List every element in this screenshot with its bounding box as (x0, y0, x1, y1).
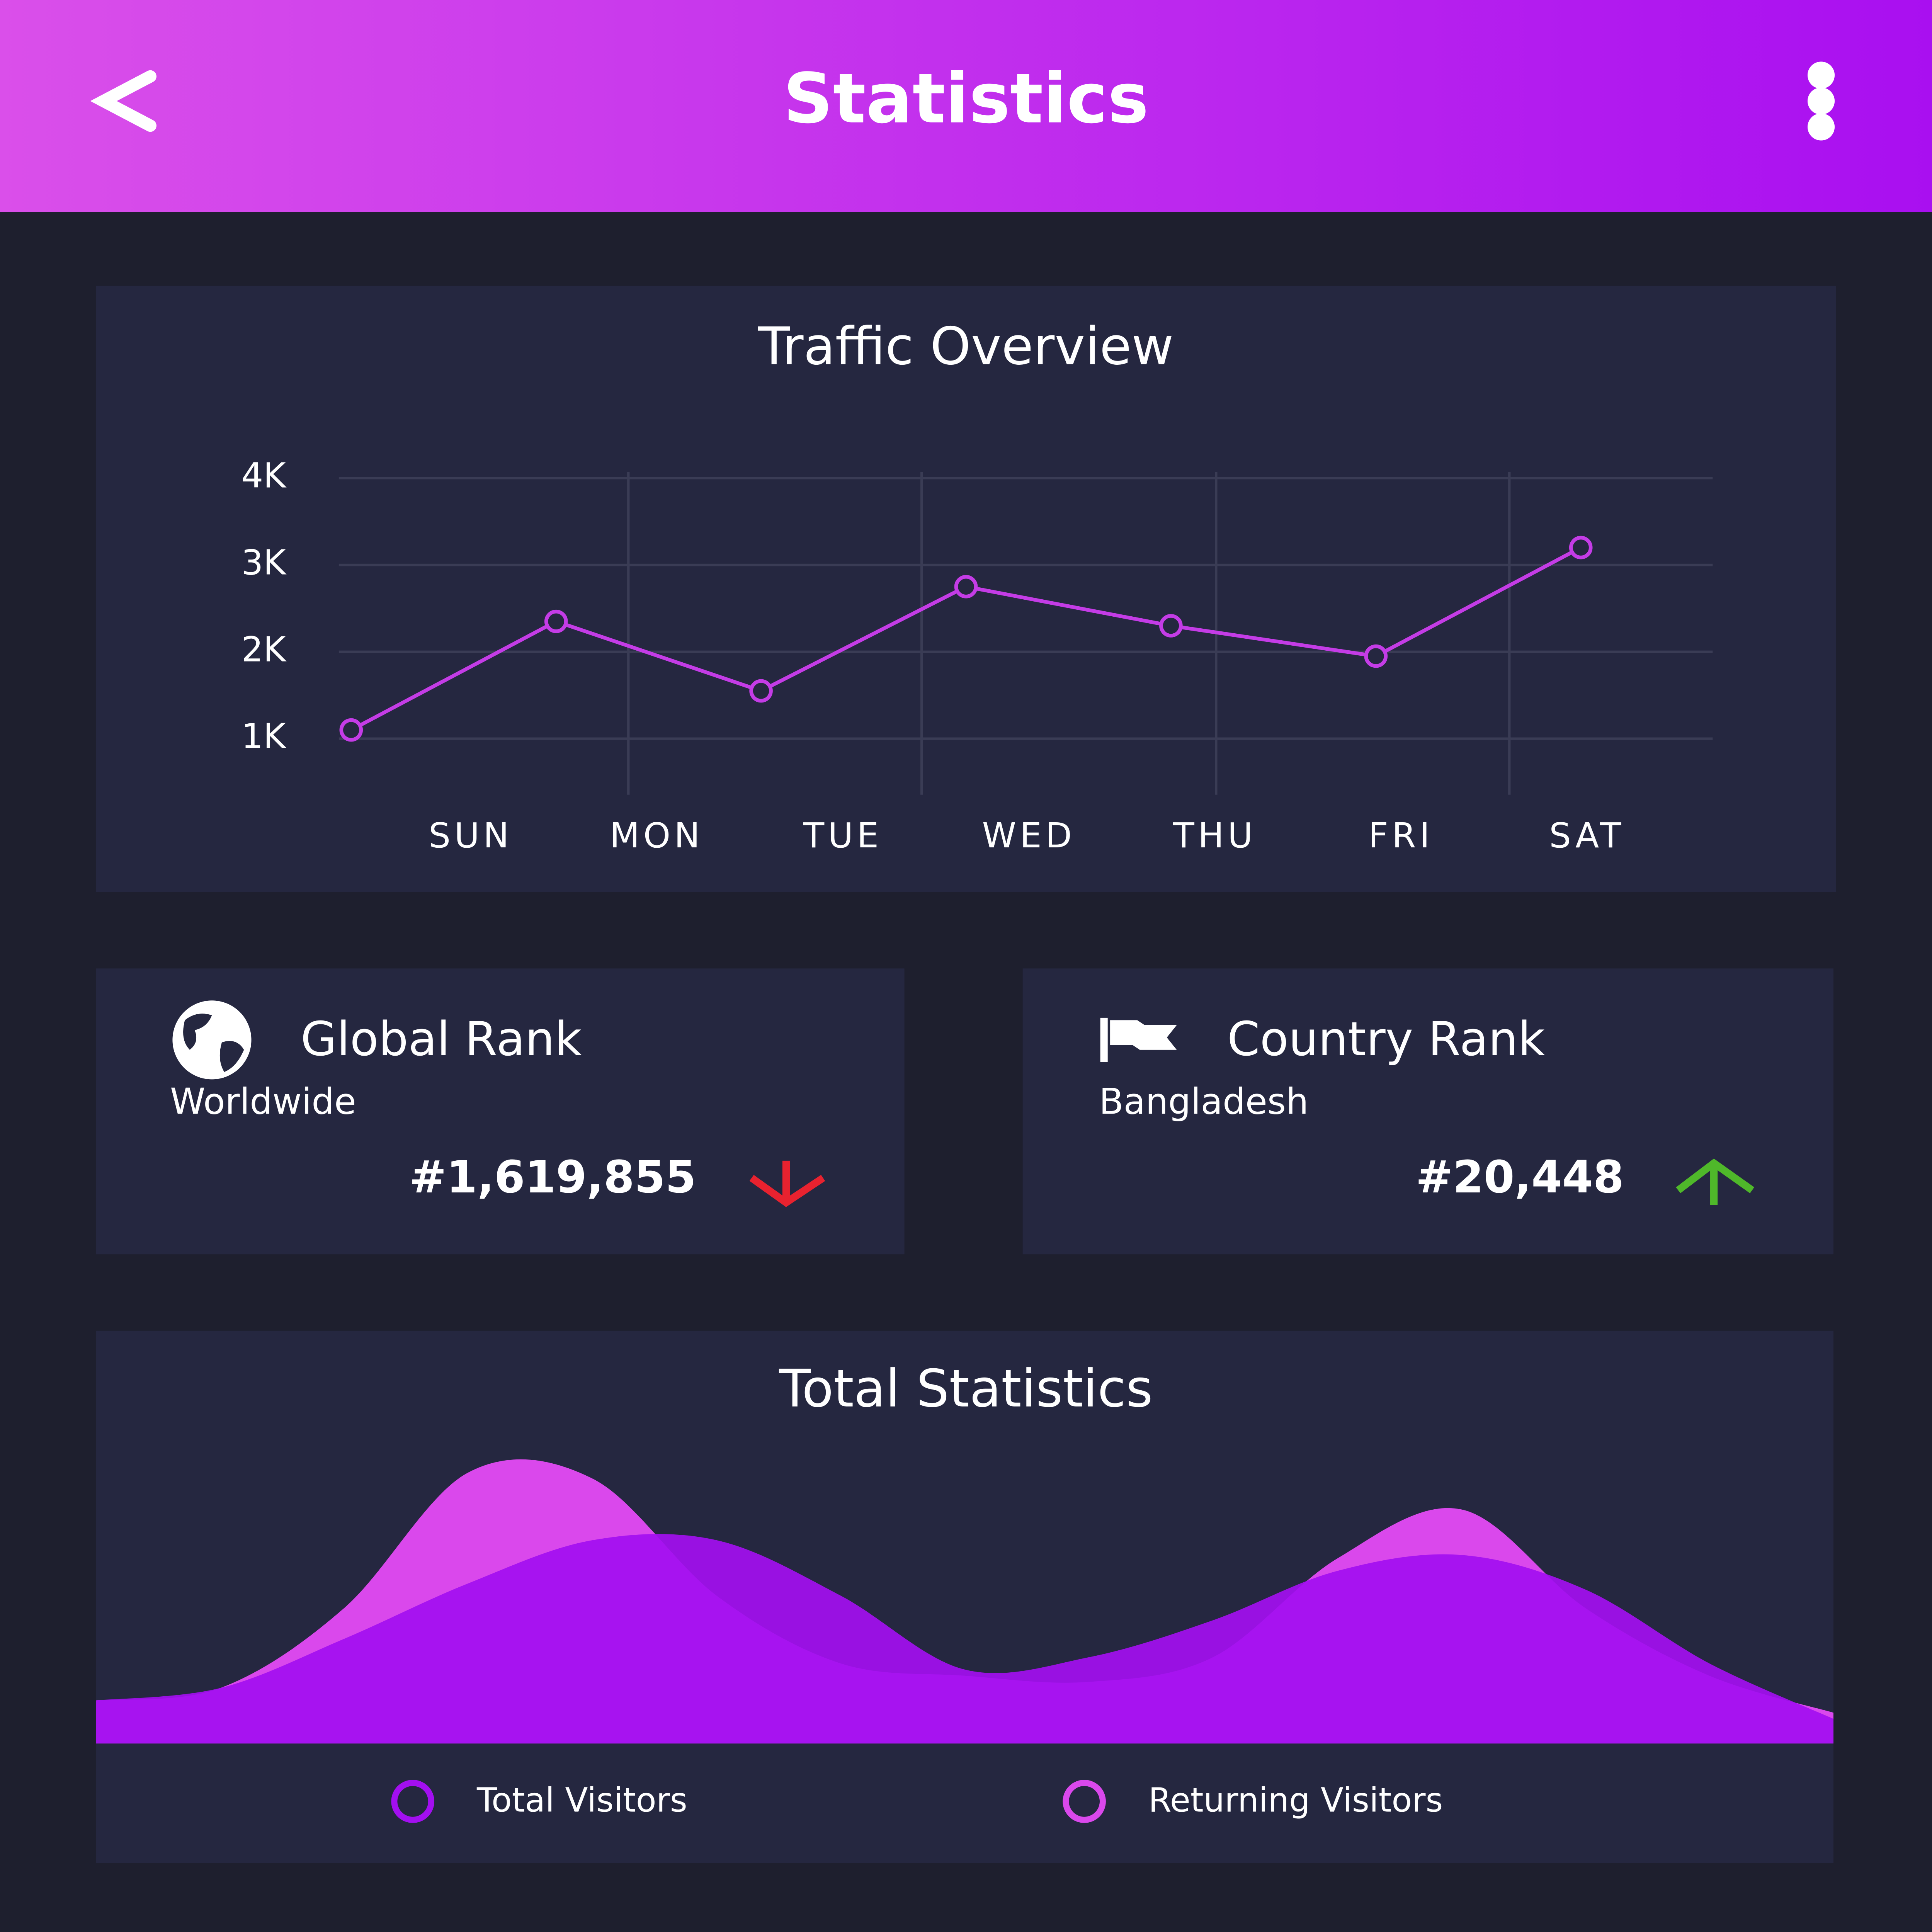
menu-dot (1807, 87, 1835, 115)
trend-down-icon (749, 1160, 825, 1207)
x-tick-label: THU (1173, 816, 1257, 856)
card-title: Traffic Overview (758, 316, 1173, 376)
x-tick-label: SAT (1549, 816, 1625, 856)
trend-up-icon (1676, 1158, 1754, 1205)
card-title: Total Statistics (779, 1359, 1153, 1419)
x-tick-label: WED (982, 816, 1076, 856)
data-point (1569, 536, 1593, 560)
menu-dot (1807, 61, 1835, 89)
x-tick-label: MON (610, 816, 704, 856)
rank-value: #1,619,855 (409, 1151, 696, 1203)
y-tick-label: 3K (241, 543, 287, 583)
area-chart: Total Visitors Returning Visitors (96, 1459, 1833, 1823)
legend-marker (391, 1780, 435, 1823)
x-tick-label: SUN (429, 816, 512, 856)
y-tick-label: 1K (241, 716, 287, 757)
area (96, 1534, 1833, 1744)
legend-label: Total Visitors (476, 1781, 687, 1820)
line-chart: 1K 2K 3K 4K SUN MON TUE WED THU FRI SAT (241, 456, 1713, 856)
more-menu[interactable] (1807, 61, 1835, 141)
y-tick-label: 2K (241, 629, 287, 670)
menu-dot (1807, 113, 1835, 141)
legend-marker (1063, 1780, 1106, 1823)
rank-value: #20,448 (1416, 1151, 1624, 1203)
data-point (339, 718, 363, 742)
rank-title: Country Rank (1227, 1012, 1545, 1066)
flag-icon (1100, 1017, 1177, 1062)
rank-subtitle: Bangladesh (1099, 1081, 1308, 1122)
legend-label: Returning Visitors (1148, 1781, 1443, 1820)
app-bar (0, 0, 1932, 212)
page-title: Statistics (783, 59, 1149, 139)
x-tick-label: FRI (1368, 816, 1433, 856)
rank-card (1022, 968, 1833, 1255)
rank-subtitle: Worldwide (170, 1081, 356, 1122)
rank-title: Global Rank (301, 1012, 582, 1066)
data-point (749, 679, 773, 703)
data-point (1364, 644, 1388, 668)
back-button[interactable] (90, 70, 156, 132)
y-tick-label: 4K (241, 456, 287, 496)
data-point (954, 575, 978, 599)
data-point (544, 609, 568, 633)
x-tick-label: TUE (803, 816, 883, 856)
globe-icon (172, 1000, 252, 1080)
data-point (1159, 614, 1183, 638)
